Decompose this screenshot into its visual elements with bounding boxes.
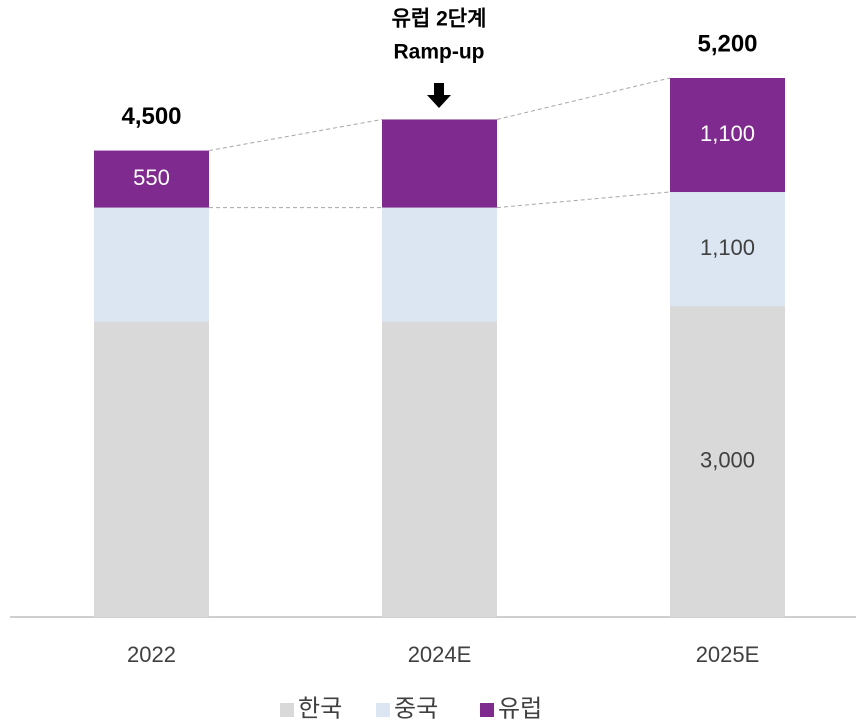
legend-swatch (280, 703, 294, 717)
bar-segment (382, 207, 497, 322)
legend-label: 유럽 (498, 695, 542, 722)
data-label: 3,000 (700, 447, 755, 472)
legend-swatch (376, 703, 390, 717)
legend-swatch (480, 703, 494, 717)
bar-segment (94, 321, 209, 617)
total-label: 4,500 (121, 103, 181, 130)
connector (496, 77, 671, 120)
x-tick-label: 2022 (127, 642, 176, 667)
data-label: 1,100 (700, 235, 755, 260)
annotation-arrow (427, 83, 451, 108)
bar-segment (382, 321, 497, 617)
bar-segment (670, 78, 785, 193)
bar-segment (94, 150, 209, 208)
annotation: Ramp-up (394, 41, 485, 64)
legend-label: 한국 (298, 695, 342, 722)
annotation: 유럽 2단계 (392, 8, 487, 31)
bar-segment (670, 306, 785, 617)
data-label: 1,100 (700, 121, 755, 146)
data-label: 550 (133, 165, 170, 190)
legend-label: 중국 (394, 695, 438, 722)
connector (208, 118, 383, 152)
total-label: 5,200 (697, 30, 757, 57)
x-tick-label: 2024E (408, 642, 472, 667)
bar-segment (94, 207, 209, 322)
connector (496, 191, 671, 209)
bar-segment (670, 192, 785, 307)
x-tick-label: 2025E (696, 642, 760, 667)
bar-segment (382, 119, 497, 208)
